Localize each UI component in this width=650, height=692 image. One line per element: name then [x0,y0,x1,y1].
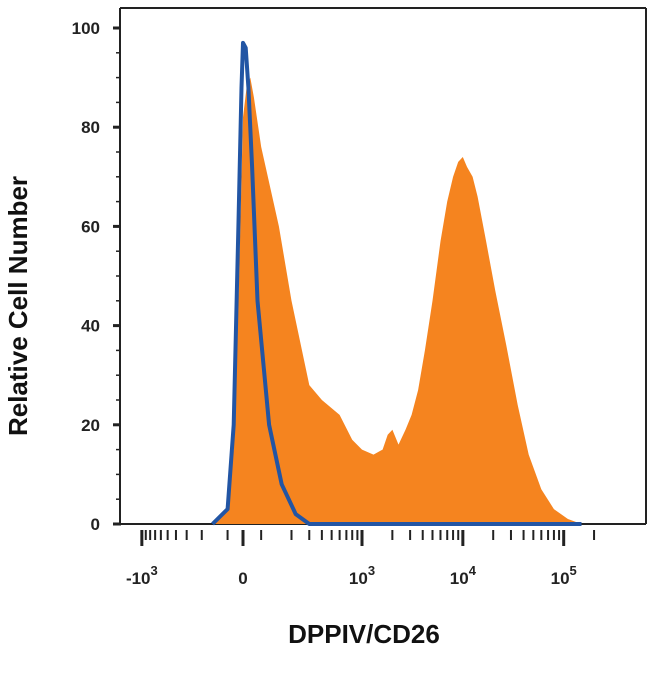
x-tick-label-2: 103 [349,563,375,588]
y-tick-label-80: 80 [81,118,100,137]
x-axis-title: DPPIV/CD26 [288,619,440,649]
series-layer [211,40,582,526]
histogram-area-0 [212,77,582,524]
y-tick-label-0: 0 [91,515,100,534]
y-tick-label-40: 40 [81,317,100,336]
x-tick-label-3: 104 [450,563,477,588]
plot-frame [119,7,647,525]
y-tick-label-20: 20 [81,416,100,435]
histogram-line-1 [211,40,582,526]
x-axis: -103 0 103 104 105 [126,530,596,588]
x-tick-label-4: 105 [551,563,577,588]
y-tick-label-100: 100 [72,19,100,38]
x-tick-label-1: 0 [238,569,247,588]
y-axis-title: Relative Cell Number [3,176,33,436]
x-tick-label-0: -103 [126,563,158,588]
y-axis: 0 20 40 60 80 100 [72,19,121,534]
y-tick-label-60: 60 [81,217,100,236]
